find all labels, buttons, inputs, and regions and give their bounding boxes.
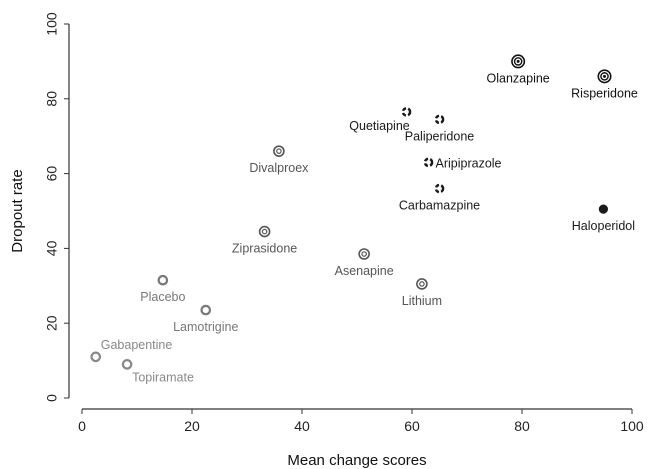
label-asenapine: Asenapine [335, 264, 394, 278]
label-aripiprazole: Aripiprazole [436, 156, 502, 170]
label-haloperidol: Haloperidol [572, 219, 635, 233]
label-olanzapine: Olanzapine [487, 71, 550, 85]
point-asenapine [358, 248, 370, 260]
y-tick-label: 100 [44, 12, 60, 36]
y-tick-label: 60 [44, 166, 60, 182]
point-ziprasidone [258, 225, 271, 238]
y-tick-label: 40 [44, 240, 60, 256]
x-tick-label: 0 [78, 418, 86, 434]
axes [64, 23, 633, 414]
label-topiramate: Topiramate [132, 370, 194, 384]
tick-labels: 0 20 40 60 80 100 0 20 40 60 80 100 [44, 12, 644, 434]
x-tick-label: 80 [514, 418, 530, 434]
label-lamotrigine: Lamotrigine [173, 320, 238, 334]
point-haloperidol [598, 204, 609, 214]
point-carbamazpine [434, 183, 445, 194]
label-placebo: Placebo [140, 290, 185, 304]
point-gabapentine [90, 351, 102, 363]
label-divalproex: Divalproex [249, 161, 309, 175]
point-lithium [416, 278, 428, 290]
label-quetiapine: Quetiapine [349, 119, 410, 133]
label-gabapentine: Gabapentine [101, 338, 173, 352]
y-tick-label: 80 [44, 91, 60, 107]
point-paliperidone [434, 114, 445, 125]
point-lamotrigine [200, 304, 212, 316]
point-placebo [157, 274, 169, 286]
point-aripiprazole [423, 157, 434, 168]
label-paliperidone: Paliperidone [405, 129, 475, 143]
y-tick-label: 0 [44, 394, 60, 402]
point-topiramate [121, 359, 133, 370]
x-axis-title: Mean change scores [287, 452, 426, 469]
label-lithium: Lithium [402, 294, 442, 308]
label-ziprasidone: Ziprasidone [232, 242, 297, 256]
point-risperidone [597, 69, 612, 84]
y-tick-label: 20 [44, 315, 60, 331]
y-axis-title: Dropout rate [9, 169, 26, 252]
point-quetiapine [401, 107, 412, 117]
point-divalproex [273, 145, 285, 157]
x-tick-label: 60 [404, 418, 420, 434]
point-labels: Olanzapine Risperidone QuetiapinePaliperid… [101, 71, 638, 384]
point-olanzapine [511, 54, 526, 69]
label-carbamazpine: Carbamazpine [399, 199, 480, 213]
x-tick-label: 20 [184, 418, 200, 434]
label-risperidone: Risperidone [571, 86, 638, 100]
x-tick-label: 100 [620, 418, 644, 434]
data-points [90, 54, 612, 370]
x-tick-label: 40 [294, 418, 310, 434]
